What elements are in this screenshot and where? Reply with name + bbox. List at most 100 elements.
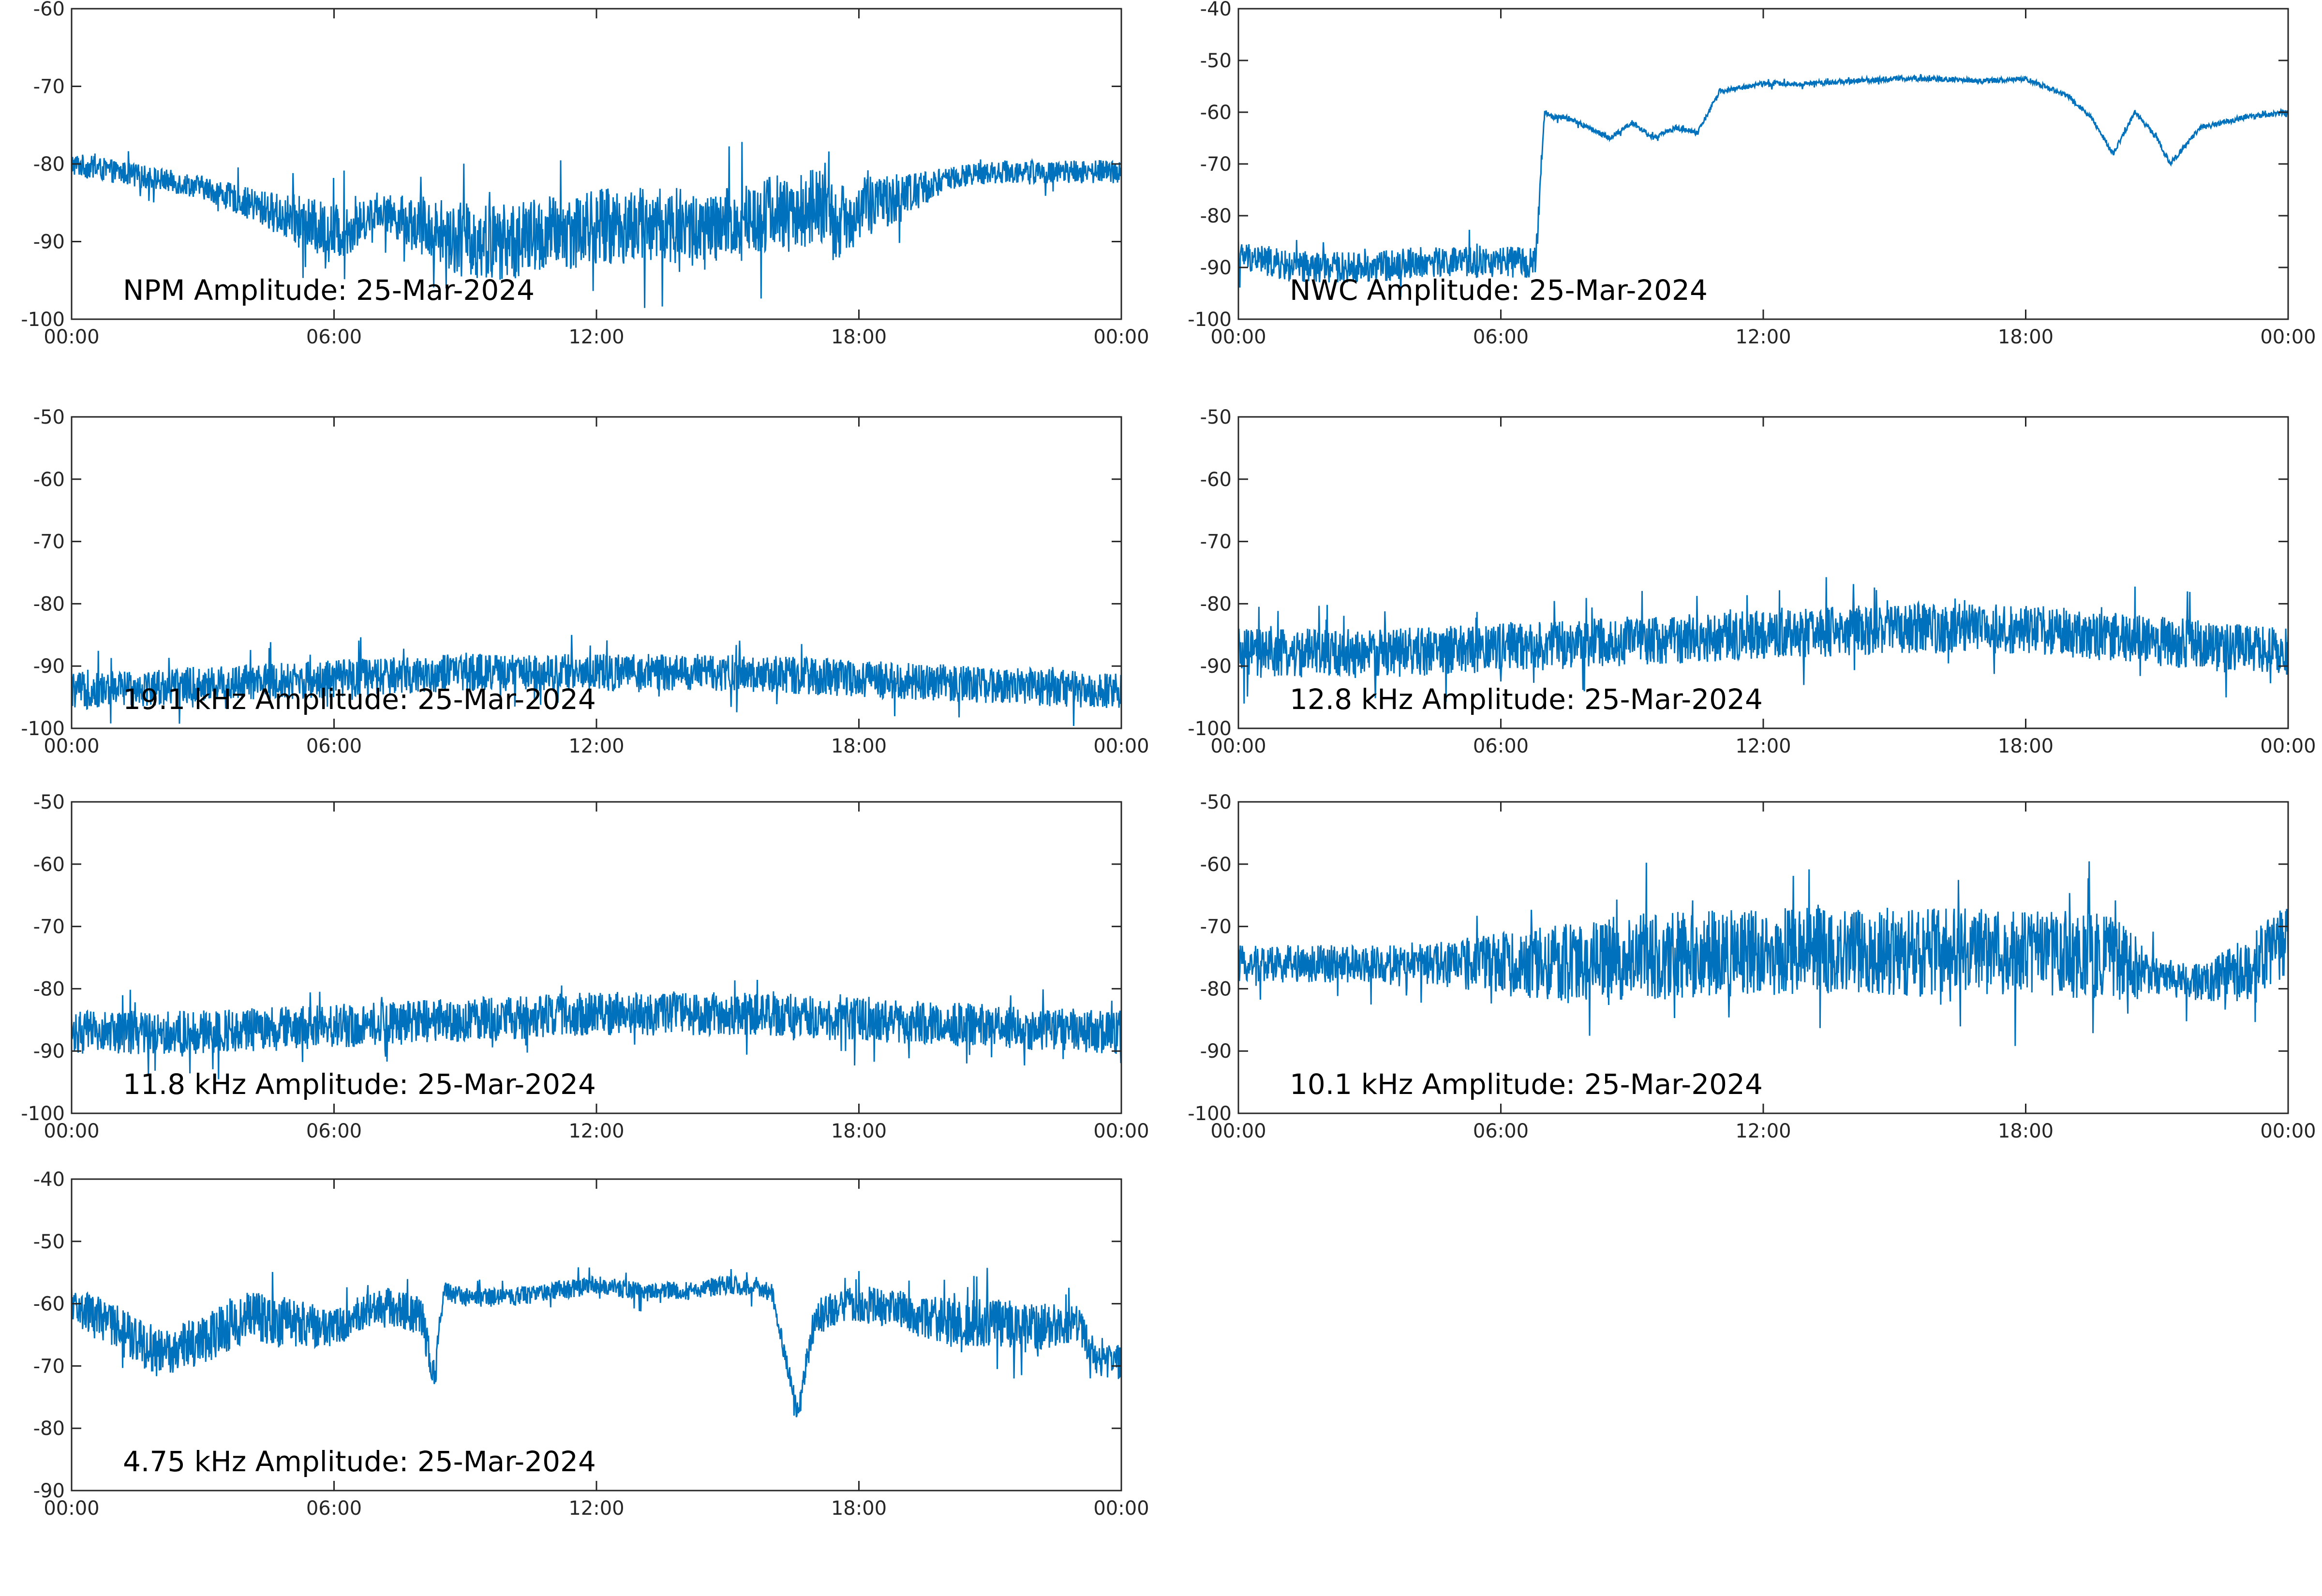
y-tick-label: -80 — [33, 978, 65, 1000]
panel-title: 11.8 kHz Amplitude: 25-Mar-2024 — [123, 1068, 596, 1101]
x-tick-label: 18:00 — [1998, 1120, 2054, 1142]
y-tick-label: -50 — [1200, 50, 1232, 72]
series-line-6-1 — [1238, 861, 2288, 1046]
y-tick-label: -80 — [33, 593, 65, 615]
y-tick-label: -70 — [33, 1355, 65, 1377]
x-tick-label: 00:00 — [1093, 1120, 1149, 1142]
x-tick-label: 12:00 — [1735, 735, 1791, 757]
x-tick-label: 00:00 — [44, 326, 99, 348]
x-tick-label: 18:00 — [831, 1120, 887, 1142]
x-tick-label: 12:00 — [1735, 326, 1791, 348]
x-tick-label: 18:00 — [1998, 326, 2054, 348]
series-line-7-1 — [72, 1267, 1121, 1418]
x-tick-label: 00:00 — [2260, 1120, 2316, 1142]
panel-title: 10.1 kHz Amplitude: 25-Mar-2024 — [1290, 1068, 1763, 1101]
x-tick-label: 06:00 — [306, 1497, 362, 1520]
y-tick-label: -100 — [21, 309, 65, 331]
x-tick-label: 12:00 — [568, 1497, 624, 1520]
series-line-5-1 — [72, 979, 1121, 1079]
y-tick-label: -60 — [33, 0, 65, 20]
x-tick-label: 18:00 — [1998, 735, 2054, 757]
x-tick-label: 12:00 — [568, 1120, 624, 1142]
y-tick-label: -60 — [33, 1293, 65, 1315]
y-tick-label: -70 — [33, 916, 65, 938]
x-tick-label: 06:00 — [1473, 326, 1529, 348]
x-tick-label: 06:00 — [306, 735, 362, 757]
x-tick-label: 00:00 — [1093, 735, 1149, 757]
series-line-2-1 — [1238, 74, 2288, 297]
x-tick-label: 00:00 — [44, 1497, 99, 1520]
y-tick-label: -70 — [1200, 153, 1232, 176]
series-line-4-1 — [1238, 577, 2288, 704]
y-tick-label: -70 — [1200, 916, 1232, 938]
y-tick-label: -90 — [1200, 655, 1232, 678]
x-tick-label: 06:00 — [1473, 1120, 1529, 1142]
y-tick-label: -40 — [1200, 0, 1232, 20]
panel-title: 4.75 kHz Amplitude: 25-Mar-2024 — [123, 1445, 596, 1478]
y-tick-label: -70 — [33, 531, 65, 553]
y-tick-label: -80 — [33, 153, 65, 176]
y-tick-label: -70 — [1200, 531, 1232, 553]
panel-title: NWC Amplitude: 25-Mar-2024 — [1290, 274, 1708, 307]
x-tick-label: 00:00 — [1093, 1497, 1149, 1520]
y-tick-label: -80 — [33, 1418, 65, 1440]
y-tick-label: -60 — [1200, 469, 1232, 491]
x-tick-label: 18:00 — [831, 735, 887, 757]
panel-title: 19.1 kHz Amplitude: 25-Mar-2024 — [123, 683, 596, 716]
y-tick-label: -100 — [1188, 718, 1232, 740]
y-tick-label: -100 — [21, 718, 65, 740]
y-tick-label: -60 — [1200, 102, 1232, 124]
y-tick-label: -90 — [33, 1040, 65, 1063]
y-tick-label: -90 — [1200, 257, 1232, 279]
y-tick-label: -90 — [1200, 1040, 1232, 1063]
y-tick-label: -60 — [33, 469, 65, 491]
y-tick-label: -100 — [1188, 1103, 1232, 1125]
x-tick-label: 00:00 — [44, 1120, 99, 1142]
panel-title: NPM Amplitude: 25-Mar-2024 — [123, 274, 535, 307]
x-tick-label: 00:00 — [44, 735, 99, 757]
y-tick-label: -80 — [1200, 593, 1232, 615]
y-tick-label: -50 — [1200, 791, 1232, 813]
x-tick-label: 18:00 — [831, 1497, 887, 1520]
y-tick-label: -80 — [1200, 205, 1232, 227]
x-tick-label: 18:00 — [831, 326, 887, 348]
x-tick-label: 00:00 — [1093, 326, 1149, 348]
x-tick-label: 00:00 — [2260, 735, 2316, 757]
x-tick-label: 00:00 — [1210, 735, 1266, 757]
x-tick-label: 12:00 — [568, 735, 624, 757]
x-tick-label: 00:00 — [1210, 326, 1266, 348]
series-line-3-1 — [72, 635, 1121, 726]
x-tick-label: 00:00 — [1210, 1120, 1266, 1142]
x-tick-label: 00:00 — [2260, 326, 2316, 348]
y-tick-label: -50 — [33, 791, 65, 813]
y-tick-label: -80 — [1200, 978, 1232, 1000]
series-line-1-1 — [72, 142, 1121, 308]
x-tick-label: 12:00 — [568, 326, 624, 348]
y-tick-label: -60 — [33, 854, 65, 876]
x-tick-label: 06:00 — [1473, 735, 1529, 757]
y-tick-label: -90 — [33, 231, 65, 253]
x-tick-label: 06:00 — [306, 1120, 362, 1142]
y-tick-label: -90 — [33, 655, 65, 678]
y-tick-label: -100 — [1188, 309, 1232, 331]
y-tick-label: -50 — [33, 1231, 65, 1253]
panel-title: 12.8 kHz Amplitude: 25-Mar-2024 — [1290, 683, 1763, 716]
y-tick-label: -90 — [33, 1480, 65, 1502]
y-tick-label: -50 — [1200, 406, 1232, 429]
y-tick-label: -70 — [33, 76, 65, 98]
y-tick-label: -60 — [1200, 854, 1232, 876]
x-tick-label: 06:00 — [306, 326, 362, 348]
y-tick-label: -50 — [33, 406, 65, 429]
y-tick-label: -100 — [21, 1103, 65, 1125]
x-tick-label: 12:00 — [1735, 1120, 1791, 1142]
